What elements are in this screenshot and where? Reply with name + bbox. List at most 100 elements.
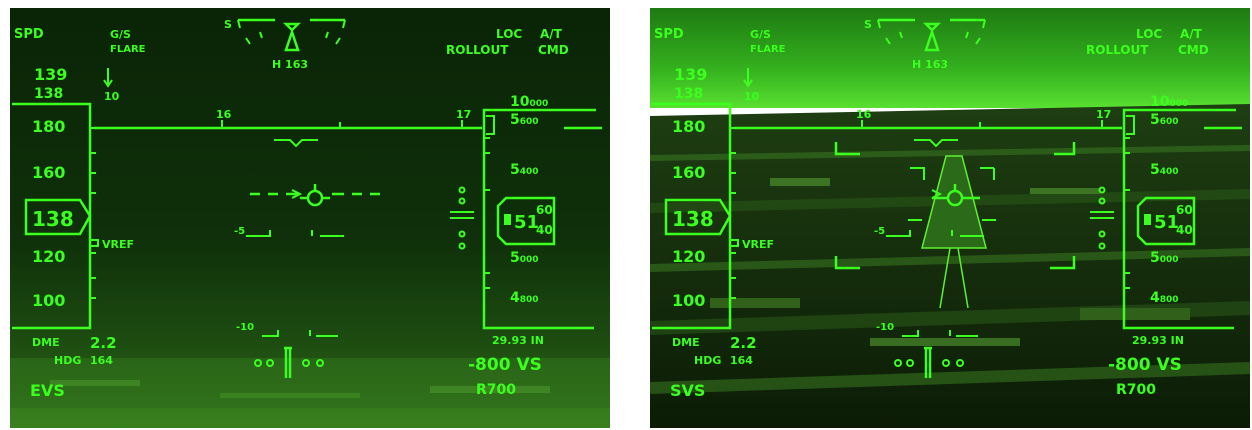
speed-tick-180: 180 <box>32 117 65 136</box>
altitude-tape: 10000 5600 5400 5000 4800 51 60 40 29.93… <box>482 94 602 347</box>
speed-tick-100: 100 <box>672 291 705 310</box>
mode-label: EVS <box>30 381 65 400</box>
speed-target-2: 138 <box>674 86 703 102</box>
alt-bracket-icon <box>486 115 495 135</box>
vertical-speed: -800 VS <box>468 355 542 375</box>
alt-tick-5000: 5000 <box>1150 250 1179 266</box>
speed-target: 139 <box>34 65 67 84</box>
glideslope-deviation-scale <box>1090 186 1114 250</box>
horizon-heading-line: 16 17 <box>734 108 1122 148</box>
altitude-readout-bottom: 40 <box>1176 223 1193 237</box>
roll-scale: S H 163 <box>864 18 986 71</box>
airspeed-box <box>664 198 732 236</box>
localizer-pointer-icon <box>924 346 932 378</box>
rollout-mode-label: ROLLOUT <box>1086 43 1149 57</box>
roll-pointer-icon <box>922 22 942 52</box>
roll-pointer-icon <box>282 22 302 52</box>
hdg-label: HDG <box>694 354 721 367</box>
speed-trend-arrow-icon <box>103 68 113 88</box>
hdg-value: 164 <box>90 354 113 367</box>
pitch-label-minus10: -10 <box>236 322 254 333</box>
heading-caret-icon <box>914 139 958 148</box>
alt-top: 10000 <box>1150 94 1188 110</box>
runway-frame <box>834 142 1076 270</box>
speed-tape: 180 160 120 100 138 VREF <box>652 102 774 330</box>
flare-mode-label: FLARE <box>110 44 146 55</box>
heading-tick-17: 17 <box>456 108 471 121</box>
svs-terrain-texture <box>650 145 1250 394</box>
alt-bracket-icon <box>1126 115 1135 135</box>
altitude-readout-top: 60 <box>1176 203 1193 217</box>
speed-trend-value: 10 <box>744 90 760 103</box>
loc-mode-label: LOC <box>496 27 522 41</box>
gs-mode-label: G/S <box>110 28 131 41</box>
radio-altitude: R700 <box>476 382 516 398</box>
alt-tick-5600: 5600 <box>1150 112 1179 128</box>
svs-hud-panel: SPD G/S FLARE LOC ROLLOUT A/T CMD S H 16… <box>650 8 1250 428</box>
altitude-readout-bottom: 40 <box>536 223 553 237</box>
alt-tick-4800: 4800 <box>510 290 539 306</box>
pitch-ladder-minus5: -5 <box>874 226 984 237</box>
altitude-readout-big: 51 <box>514 212 539 233</box>
flare-mode-label: FLARE <box>750 44 786 55</box>
vertical-speed: -800 VS <box>1108 355 1182 375</box>
pitch-label-minus5: -5 <box>874 226 885 237</box>
altitude-readout-top: 60 <box>536 203 553 217</box>
alt-tick-5400: 5400 <box>1150 162 1179 178</box>
at-mode-label: A/T <box>540 27 563 41</box>
alt-tick-5400: 5400 <box>510 162 539 178</box>
dme-value: 2.2 <box>730 334 757 352</box>
altitude-readout-big: 51 <box>1154 212 1179 233</box>
dme-value: 2.2 <box>90 334 117 352</box>
altitude-tape: 10000 5600 5400 5000 4800 51 60 40 29.93… <box>1122 94 1242 347</box>
hdg-label: HDG <box>54 354 81 367</box>
altitude-box <box>496 196 556 246</box>
speed-trend-value: 10 <box>104 90 120 103</box>
guidance-cue-icon <box>931 189 943 199</box>
evs-terrain <box>10 358 610 428</box>
speed-tick-180: 180 <box>672 117 705 136</box>
speed-tick-120: 120 <box>672 247 705 266</box>
baro-setting: 29.93 IN <box>492 334 544 347</box>
gs-mode-label: G/S <box>750 28 771 41</box>
speed-target-2: 138 <box>34 86 63 102</box>
pitch-label-minus5: -5 <box>234 226 245 237</box>
airspeed-box <box>24 198 92 236</box>
alt-tick-4800: 4800 <box>1150 290 1179 306</box>
flight-path-vector <box>250 184 380 207</box>
speed-trend-arrow-icon <box>743 68 753 88</box>
hdg-value: 164 <box>730 354 753 367</box>
localizer-deviation-scale <box>894 346 964 378</box>
horizon-heading-line: 16 17 <box>94 108 482 148</box>
guidance-cue-icon <box>291 189 303 199</box>
altitude-box-indicator-icon <box>1144 214 1151 225</box>
airspeed-readout: 138 <box>672 207 714 231</box>
slip-label: S <box>864 18 872 31</box>
svs-runway <box>921 155 987 249</box>
alt-tick-5600: 5600 <box>510 112 539 128</box>
pitch-label-minus10: -10 <box>876 322 894 333</box>
vref-marker-icon <box>729 239 739 247</box>
speed-target: 139 <box>674 65 707 84</box>
rollout-mode-label: ROLLOUT <box>446 43 509 57</box>
glideslope-deviation-scale <box>450 186 474 250</box>
speed-tick-160: 160 <box>672 163 705 182</box>
dme-label: DME <box>32 336 60 349</box>
alt-tick-5000: 5000 <box>510 250 539 266</box>
cmd-mode-label: CMD <box>1178 43 1209 57</box>
svs-approach-lights <box>939 247 969 309</box>
heading-caret-icon <box>274 139 318 148</box>
heading-tick-16: 16 <box>856 108 872 121</box>
speed-tape: 180 160 120 100 138 VREF <box>12 102 134 330</box>
dme-label: DME <box>672 336 700 349</box>
baro-setting: 29.93 IN <box>1132 334 1184 347</box>
mode-label: SVS <box>670 381 705 400</box>
heading-tick-17: 17 <box>1096 108 1111 121</box>
glideslope-pointer-icon <box>1090 211 1114 219</box>
vref-label: VREF <box>742 238 774 251</box>
speed-tick-160: 160 <box>32 163 65 182</box>
speed-tick-100: 100 <box>32 291 65 310</box>
evs-hud-panel: SPD G/S FLARE LOC ROLLOUT A/T CMD S H 16… <box>10 8 610 428</box>
localizer-deviation-scale <box>254 346 324 378</box>
altitude-box <box>1136 196 1196 246</box>
